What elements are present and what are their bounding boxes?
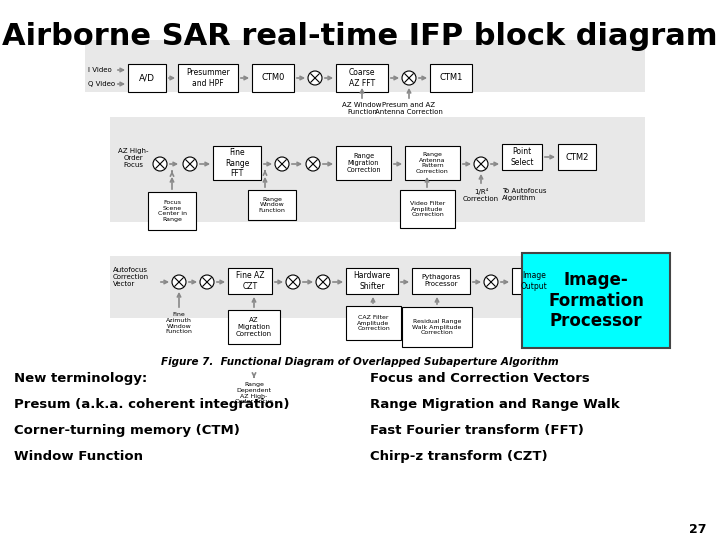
Circle shape [306, 157, 320, 171]
Text: Figure 7.  Functional Diagram of Overlapped Subaperture Algorithm: Figure 7. Functional Diagram of Overlapp… [161, 357, 559, 367]
Text: Q Video: Q Video [88, 81, 115, 87]
Circle shape [308, 71, 322, 85]
Circle shape [316, 275, 330, 289]
Circle shape [153, 157, 167, 171]
Circle shape [183, 157, 197, 171]
Text: Airborne SAR real-time IFP block diagram: Airborne SAR real-time IFP block diagram [2, 22, 718, 51]
Bar [412, 268, 470, 294]
Text: CTM1: CTM1 [439, 73, 463, 83]
Text: A/D: A/D [139, 73, 155, 83]
Text: Focus
Scene
Center in
Range: Focus Scene Center in Range [158, 200, 186, 222]
Text: Autofocus
Correction
Vector: Autofocus Correction Vector [113, 267, 149, 287]
Text: To Autofocus
Algorithm: To Autofocus Algorithm [502, 188, 546, 201]
Bar [430, 64, 472, 92]
Bar [400, 190, 455, 228]
Text: Point
Select: Point Select [510, 147, 534, 167]
Text: Hardware
Shifter: Hardware Shifter [354, 271, 391, 291]
Text: Image
Output: Image Output [521, 271, 547, 291]
Text: 1/R⁴
Correction: 1/R⁴ Correction [463, 188, 499, 202]
Bar [502, 144, 542, 170]
Text: Image-
Formation
Processor: Image- Formation Processor [548, 271, 644, 330]
Text: Fine AZ
CZT: Fine AZ CZT [235, 271, 264, 291]
Bar [346, 268, 398, 294]
Bar [402, 307, 472, 347]
Text: CAZ Filter
Amplitude
Correction: CAZ Filter Amplitude Correction [357, 315, 390, 332]
Circle shape [474, 157, 488, 171]
Text: Range
Dependent
AZ High-
Order Focus: Range Dependent AZ High- Order Focus [235, 382, 273, 404]
Text: Fast Fourier transform (FFT): Fast Fourier transform (FFT) [370, 424, 584, 437]
Bar [336, 146, 391, 180]
Circle shape [172, 275, 186, 289]
Text: Fine
Range
FFT: Fine Range FFT [225, 148, 249, 178]
Text: Video Filter
Amplitude
Correction: Video Filter Amplitude Correction [410, 201, 445, 217]
Circle shape [286, 275, 300, 289]
Bar [228, 310, 280, 344]
Text: CTM0: CTM0 [261, 73, 284, 83]
Bar [248, 190, 296, 220]
Text: I Video: I Video [88, 67, 112, 73]
Text: 27: 27 [688, 523, 706, 536]
Text: AZ High-
Order
Focus: AZ High- Order Focus [118, 148, 148, 168]
Bar [128, 64, 166, 92]
Circle shape [484, 275, 498, 289]
Bar [512, 268, 556, 294]
Bar [346, 306, 401, 340]
Bar [85, 40, 645, 92]
Text: Range Migration and Range Walk: Range Migration and Range Walk [370, 398, 620, 411]
Bar [336, 64, 388, 92]
Bar [228, 268, 272, 294]
Bar [148, 192, 196, 230]
Text: Focus and Correction Vectors: Focus and Correction Vectors [370, 372, 590, 385]
Circle shape [402, 71, 416, 85]
Text: Coarse
AZ FFT: Coarse AZ FFT [348, 68, 375, 87]
Bar [213, 146, 261, 180]
Text: Presum (a.k.a. coherent integration): Presum (a.k.a. coherent integration) [14, 398, 289, 411]
Circle shape [275, 157, 289, 171]
Bar [252, 64, 294, 92]
Text: Fine
Azimuth
Window
Function: Fine Azimuth Window Function [166, 312, 192, 334]
Text: Presummer
and HPF: Presummer and HPF [186, 68, 230, 87]
Bar [110, 117, 645, 222]
Text: CTM2: CTM2 [565, 152, 589, 161]
Text: Range
Window
Function: Range Window Function [258, 197, 285, 213]
Text: Corner-turning memory (CTM): Corner-turning memory (CTM) [14, 424, 240, 437]
Text: Pythagoras
Processor: Pythagoras Processor [421, 274, 461, 287]
Bar [558, 144, 596, 170]
Text: Window Function: Window Function [14, 450, 143, 463]
Text: AZ
Migration
Correction: AZ Migration Correction [236, 317, 272, 337]
Text: Range
Migration
Correction: Range Migration Correction [346, 153, 381, 173]
Circle shape [200, 275, 214, 289]
Text: Chirp-z transform (CZT): Chirp-z transform (CZT) [370, 450, 548, 463]
Text: Range
Antenna
Pattern
Correction: Range Antenna Pattern Correction [416, 152, 449, 174]
Text: Presum and AZ
Antenna Correction: Presum and AZ Antenna Correction [375, 102, 443, 115]
Bar [405, 146, 460, 180]
Text: New terminology:: New terminology: [14, 372, 148, 385]
Text: Residual Range
Walk Amplitude
Correction: Residual Range Walk Amplitude Correction [413, 319, 462, 335]
Bar [178, 64, 238, 92]
Text: AZ Window
Function: AZ Window Function [342, 102, 382, 115]
Bar [110, 256, 580, 318]
Bar [522, 253, 670, 348]
